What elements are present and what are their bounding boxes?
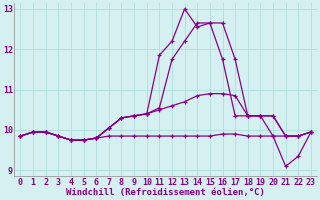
X-axis label: Windchill (Refroidissement éolien,°C): Windchill (Refroidissement éolien,°C) [66, 188, 265, 197]
